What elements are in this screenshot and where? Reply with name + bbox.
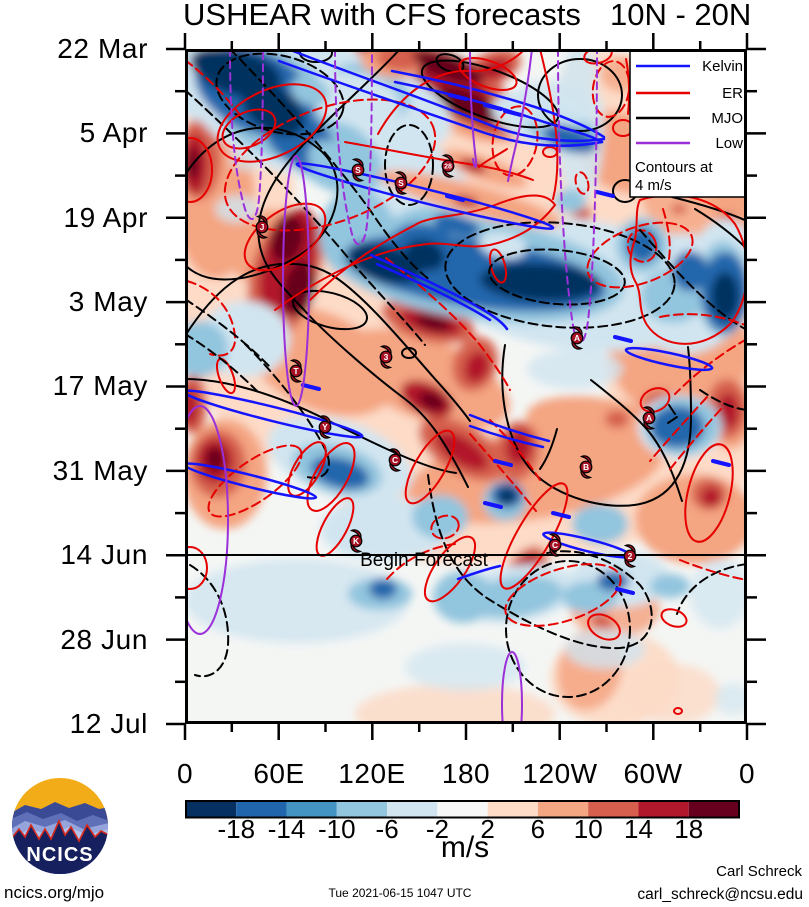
svg-text:Contours at: Contours at bbox=[635, 159, 713, 176]
svg-text:K: K bbox=[353, 536, 360, 546]
svg-text:S: S bbox=[355, 165, 361, 175]
svg-text:10: 10 bbox=[574, 814, 603, 844]
svg-text:4 m/s: 4 m/s bbox=[635, 177, 672, 194]
svg-text:A: A bbox=[574, 333, 580, 343]
svg-text:Low: Low bbox=[715, 135, 743, 152]
svg-text:carl_schreck@ncsu.edu: carl_schreck@ncsu.edu bbox=[637, 886, 803, 903]
svg-text:Carl Schreck: Carl Schreck bbox=[716, 863, 802, 880]
svg-text:T: T bbox=[293, 366, 299, 376]
svg-text:Tue 2021-06-15 1047 UTC: Tue 2021-06-15 1047 UTC bbox=[329, 886, 472, 900]
svg-text:2: 2 bbox=[628, 551, 633, 561]
svg-text:6: 6 bbox=[531, 814, 545, 844]
svg-text:C: C bbox=[392, 455, 398, 465]
svg-text:S: S bbox=[398, 178, 404, 188]
svg-text:Kelvin: Kelvin bbox=[702, 58, 743, 75]
svg-text:ncics.org/mjo: ncics.org/mjo bbox=[4, 883, 104, 902]
svg-text:ER: ER bbox=[722, 85, 743, 102]
svg-text:-2: -2 bbox=[426, 814, 449, 844]
svg-text:-14: -14 bbox=[268, 814, 306, 844]
svg-text:14: 14 bbox=[624, 814, 653, 844]
svg-text:J: J bbox=[260, 222, 265, 232]
svg-text:18: 18 bbox=[674, 814, 703, 844]
svg-text:3: 3 bbox=[384, 352, 389, 362]
svg-text:NCICS: NCICS bbox=[26, 844, 93, 866]
svg-text:B: B bbox=[583, 462, 589, 472]
svg-text:m/s: m/s bbox=[441, 831, 489, 864]
svg-text:MJO: MJO bbox=[711, 110, 743, 127]
svg-text:28: 28 bbox=[444, 164, 452, 171]
svg-text:-6: -6 bbox=[376, 814, 399, 844]
svg-text:-18: -18 bbox=[218, 814, 256, 844]
svg-text:C: C bbox=[552, 540, 558, 550]
svg-text:Y: Y bbox=[322, 422, 328, 432]
svg-text:2: 2 bbox=[480, 814, 494, 844]
svg-text:-10: -10 bbox=[318, 814, 356, 844]
svg-text:Begin Forecast: Begin Forecast bbox=[360, 550, 489, 571]
svg-text:A: A bbox=[646, 413, 652, 423]
